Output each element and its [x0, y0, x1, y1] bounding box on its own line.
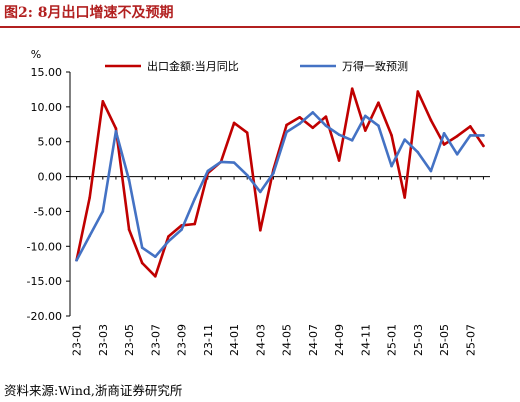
y-tick-label: -15.00: [27, 275, 62, 288]
y-axis: -20.00 -15.00 -10.00 -5.00 0.00 5.00 10.00 15.0…: [27, 66, 71, 323]
data-point-series-2: [337, 133, 341, 137]
data-point-series-1: [429, 118, 433, 122]
x-tick-label: 23-03: [97, 324, 110, 356]
data-point-series-2: [350, 139, 354, 142]
data-point-series-1: [469, 125, 472, 128]
y-axis-unit-label: %: [31, 48, 41, 61]
data-point-series-2: [193, 197, 196, 201]
data-point-series-1: [245, 131, 249, 134]
data-point-series-2: [469, 134, 472, 137]
data-point-series-2: [285, 130, 288, 134]
data-point-series-1: [101, 99, 105, 103]
data-point-series-2: [455, 152, 459, 156]
data-point-series-2: [245, 173, 249, 177]
data-point-series-2: [259, 190, 262, 194]
x-tick-label: 24-03: [254, 324, 267, 356]
data-point-series-1: [298, 116, 301, 119]
x-tick-label: 25-03: [412, 324, 425, 356]
data-point-series-1: [259, 228, 262, 232]
data-point-series-2: [416, 150, 420, 154]
data-point-series-2: [154, 255, 157, 259]
data-point-series-1: [455, 134, 459, 138]
data-point-series-1: [390, 134, 393, 137]
y-tick-label: -10.00: [27, 240, 62, 253]
data-point-series-2: [180, 228, 183, 231]
data-point-series-2: [219, 160, 223, 164]
data-point-series-1: [167, 235, 170, 238]
legend-label-1: 出口金额:当月同比: [147, 59, 239, 73]
data-point-series-1: [285, 123, 288, 127]
y-tick-label: -20.00: [27, 310, 62, 323]
data-point-series-2: [390, 164, 393, 168]
data-point-series-2: [101, 210, 105, 213]
legend-label-2: 万得一致预测: [342, 59, 408, 73]
y-tick-label: 0.00: [38, 171, 63, 184]
data-point-series-1: [193, 222, 196, 226]
data-point-series-2: [127, 178, 131, 182]
source-note: 资料来源:Wind,浙商证券研究所: [4, 383, 183, 398]
data-point-series-2: [206, 169, 210, 173]
data-point-series-1: [324, 115, 328, 118]
data-point-series-2: [364, 114, 367, 118]
data-point-series-1: [140, 261, 144, 265]
data-point-series-2: [482, 134, 485, 137]
figure-title: 图2: 8月出口增速不及预期: [4, 5, 174, 21]
data-point-series-2: [403, 138, 406, 141]
data-point-series-2: [75, 258, 78, 262]
x-tick-label: 24-05: [281, 324, 294, 356]
y-tick-label: 5.00: [38, 136, 63, 149]
data-point-series-2: [114, 129, 118, 133]
legend: 出口金额:当月同比 万得一致预测: [105, 59, 408, 73]
y-tick-label: 10.00: [31, 101, 63, 114]
x-tick-label: 25-05: [438, 324, 451, 356]
data-point-series-2: [324, 124, 328, 127]
x-tick-label: 23-05: [123, 324, 136, 356]
x-tick-label: 23-11: [202, 324, 215, 356]
data-point-series-2: [442, 132, 446, 135]
chart: % -20.00 -15.00 -10.00 -5.00 0.00 5.00 10.00 15…: [27, 48, 490, 356]
x-axis: 23-01 23-03 23-05 23-07 23-09 23-11 24-01 24-03…: [70, 176, 490, 356]
data-point-series-1: [482, 144, 485, 148]
data-point-series-1: [232, 121, 236, 125]
data-point-series-1: [416, 90, 420, 93]
data-point-series-2: [377, 124, 380, 127]
data-point-series-1: [403, 196, 406, 199]
y-tick-label: -5.00: [34, 205, 62, 218]
title-divider: [0, 26, 520, 28]
data-point-series-2: [232, 161, 236, 164]
data-point-series-2: [429, 169, 433, 173]
data-point-series-1: [377, 101, 380, 104]
data-point-series-1: [350, 87, 354, 91]
data-point-series-1: [154, 274, 157, 278]
data-point-series-1: [311, 126, 315, 130]
x-tick-label: 24-09: [333, 324, 346, 356]
data-point-series-1: [127, 228, 131, 231]
data-point-series-2: [298, 122, 301, 125]
data-point-series-1: [337, 159, 341, 162]
x-tick-label: 23-07: [149, 324, 162, 356]
data-point-series-1: [442, 143, 446, 146]
x-tick-label: 25-07: [464, 324, 477, 356]
x-tick-label: 23-09: [176, 324, 189, 356]
data-point-series-1: [114, 127, 118, 130]
x-tick-label: 23-01: [71, 324, 84, 356]
x-tick-label: 24-01: [228, 324, 241, 356]
data-point-series-2: [167, 240, 170, 243]
data-point-series-2: [88, 234, 91, 238]
series-line-2: [75, 111, 485, 262]
data-point-series-2: [140, 246, 144, 249]
data-point-series-2: [311, 111, 315, 114]
data-point-series-1: [88, 196, 91, 199]
x-tick-label: 24-07: [307, 324, 320, 356]
data-point-series-2: [272, 171, 275, 175]
data-point-series-1: [364, 129, 367, 132]
x-tick-label: 24-11: [359, 324, 372, 356]
series-line-1: [75, 87, 485, 278]
x-tick-label: 25-01: [386, 324, 399, 356]
series-layer: [75, 87, 485, 278]
y-tick-label: 15.00: [31, 66, 63, 79]
